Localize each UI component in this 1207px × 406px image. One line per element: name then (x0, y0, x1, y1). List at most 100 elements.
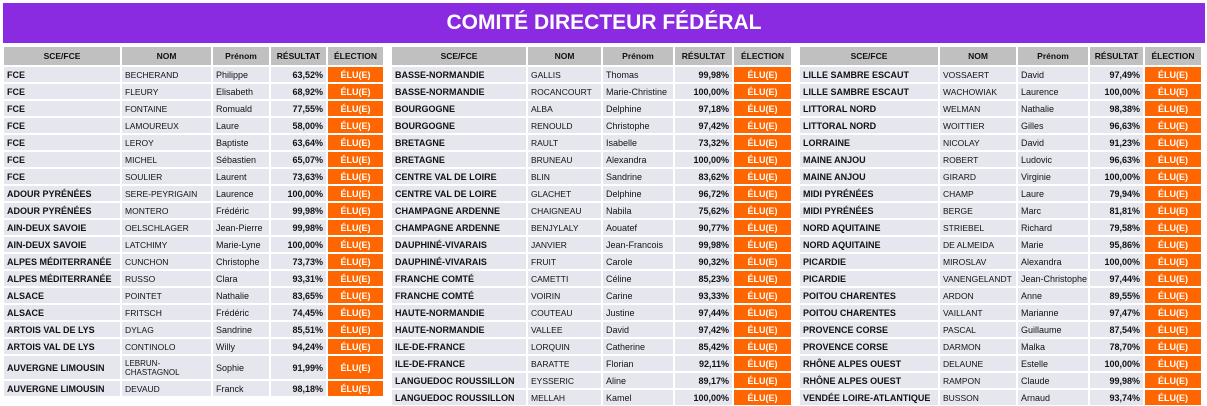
election-badge: ÉLU(E) (1144, 355, 1202, 372)
nom-cell: RENOULD (527, 117, 602, 134)
table-row: FCE LAMOUREUX Laure 58,00% ÉLU(E) (3, 117, 384, 134)
table-row: FCE LEROY Baptiste 63,64% ÉLU(E) (3, 134, 384, 151)
election-badge: ÉLU(E) (327, 83, 384, 100)
resultat-cell: 85,51% (270, 321, 327, 338)
election-badge: ÉLU(E) (1144, 117, 1202, 134)
election-badge: ÉLU(E) (1144, 100, 1202, 117)
sce-cell: MAINE ANJOU (799, 151, 939, 168)
table-row: ALSACE FRITSCH Frédéric 74,45% ÉLU(E) (3, 304, 384, 321)
sce-cell: BRETAGNE (391, 151, 527, 168)
resultat-cell: 95,86% (1089, 236, 1144, 253)
table-row: LORRAINE NICOLAY David 91,23% ÉLU(E) (799, 134, 1202, 151)
sce-cell: AIN-DEUX SAVOIE (3, 236, 121, 253)
resultat-cell: 90,32% (674, 253, 733, 270)
resultat-cell: 99,98% (270, 219, 327, 236)
prenom-cell: Laure (1017, 185, 1089, 202)
election-badge: ÉLU(E) (327, 321, 384, 338)
resultat-cell: 94,24% (270, 338, 327, 355)
election-badge: ÉLU(E) (1144, 287, 1202, 304)
table-row: PICARDIE VANENGELANDT Jean-Christophe 97,44… (799, 270, 1202, 287)
header-election: ÉLECTION (1144, 46, 1202, 66)
table-row: BOURGOGNE ALBA Delphine 97,18% ÉLU(E) (391, 100, 792, 117)
prenom-cell: Aouatef (602, 219, 674, 236)
prenom-cell: Gilles (1017, 117, 1089, 134)
nom-cell: VANENGELANDT (939, 270, 1017, 287)
header-nom: NOM (121, 46, 212, 66)
table-header: SCE/FCE NOM Prénom RÉSULTAT ÉLECTION (3, 46, 384, 66)
prenom-cell: Thomas (602, 66, 674, 83)
sce-cell: BASSE-NORMANDIE (391, 83, 527, 100)
resultat-cell: 96,63% (1089, 117, 1144, 134)
election-badge: ÉLU(E) (733, 236, 792, 253)
sce-cell: FRANCHE COMTÉ (391, 287, 527, 304)
prenom-cell: Romuald (212, 100, 270, 117)
table-row: LANGUEDOC ROUSSILLON EYSSERIC Aline 89,17% É… (391, 372, 792, 389)
table-row: RHÔNE ALPES OUEST RAMPON Claude 99,98% ÉLU(E… (799, 372, 1202, 389)
table-row: MIDI PYRÉNÉES BERGE Marc 81,81% ÉLU(E) (799, 202, 1202, 219)
prenom-cell: David (1017, 66, 1089, 83)
table-row: ALPES MÉDITERRANÉE CUNCHON Christophe 73,73… (3, 253, 384, 270)
sce-cell: ILE-DE-FRANCE (391, 355, 527, 372)
table-row: NORD AQUITAINE STRIEBEL Richard 79,58% ÉLU(E… (799, 219, 1202, 236)
prenom-cell: Delphine (602, 185, 674, 202)
table-row: CHAMPAGNE ARDENNE BENJYLALY Aouatef 90,77% É… (391, 219, 792, 236)
sce-cell: HAUTE-NORMANDIE (391, 321, 527, 338)
sce-cell: POITOU CHARENTES (799, 304, 939, 321)
election-badge: ÉLU(E) (327, 253, 384, 270)
prenom-cell: Sandrine (602, 168, 674, 185)
header-nom: NOM (939, 46, 1017, 66)
nom-cell: WACHOWIAK (939, 83, 1017, 100)
table-row: AUVERGNE LIMOUSIN LEBRUN-CHASTAGNOL Sophie… (3, 355, 384, 380)
election-badge: ÉLU(E) (1144, 338, 1202, 355)
results-table-2: SCE/FCE NOM Prénom RÉSULTAT ÉLECTION BASSE-NO… (391, 46, 792, 406)
resultat-cell: 99,98% (674, 66, 733, 83)
table-row: FCE FONTAINE Romuald 77,55% ÉLU(E) (3, 100, 384, 117)
election-badge: ÉLU(E) (327, 270, 384, 287)
nom-cell: VAILLANT (939, 304, 1017, 321)
prenom-cell: Marie (1017, 236, 1089, 253)
table-row: BRETAGNE BRUNEAU Alexandra 100,00% ÉLU(E) (391, 151, 792, 168)
table-row: ALSACE POINTET Nathalie 83,65% ÉLU(E) (3, 287, 384, 304)
table-row: CENTRE VAL DE LOIRE BLIN Sandrine 83,62% ÉLU… (391, 168, 792, 185)
sce-cell: ARTOIS VAL DE LYS (3, 338, 121, 355)
resultat-cell: 73,32% (674, 134, 733, 151)
nom-cell: SOULIER (121, 168, 212, 185)
nom-cell: BECHERAND (121, 66, 212, 83)
resultat-cell: 73,63% (270, 168, 327, 185)
resultat-cell: 58,00% (270, 117, 327, 134)
table-row: CENTRE VAL DE LOIRE GLACHET Delphine 96,72%… (391, 185, 792, 202)
prenom-cell: Philippe (212, 66, 270, 83)
nom-cell: LEBRUN-CHASTAGNOL (121, 355, 212, 380)
prenom-cell: Richard (1017, 219, 1089, 236)
resultat-cell: 93,74% (1089, 389, 1144, 406)
nom-cell: MIROSLAV (939, 253, 1017, 270)
election-badge: ÉLU(E) (1144, 304, 1202, 321)
resultat-cell: 97,42% (674, 321, 733, 338)
election-badge: ÉLU(E) (733, 100, 792, 117)
prenom-cell: Marianne (1017, 304, 1089, 321)
nom-cell: GALLIS (527, 66, 602, 83)
nom-cell: DYLAG (121, 321, 212, 338)
nom-cell: BENJYLALY (527, 219, 602, 236)
election-badge: ÉLU(E) (733, 202, 792, 219)
nom-cell: LEROY (121, 134, 212, 151)
resultat-cell: 63,52% (270, 66, 327, 83)
table-row: LILLE SAMBRE ESCAUT WACHOWIAK Laurence 100,… (799, 83, 1202, 100)
resultat-cell: 97,44% (674, 304, 733, 321)
prenom-cell: Nathalie (1017, 100, 1089, 117)
table-row: AUVERGNE LIMOUSIN DEVAUD Franck 98,18% ÉLU(E… (3, 380, 384, 397)
nom-cell: MELLAH (527, 389, 602, 406)
table-row: ADOUR PYRÉNÉES MONTERO Frédéric 99,98% ÉLU(E… (3, 202, 384, 219)
prenom-cell: Jean-Pierre (212, 219, 270, 236)
nom-cell: SERE-PEYRIGAIN (121, 185, 212, 202)
header-election: ÉLECTION (733, 46, 792, 66)
table-row: DAUPHINÉ-VIVARAIS FRUIT Carole 90,32% ÉLU(E) (391, 253, 792, 270)
election-badge: ÉLU(E) (733, 185, 792, 202)
prenom-cell: Franck (212, 380, 270, 397)
sce-cell: RHÔNE ALPES OUEST (799, 372, 939, 389)
nom-cell: CAMETTI (527, 270, 602, 287)
prenom-cell: Willy (212, 338, 270, 355)
nom-cell: VOSSAERT (939, 66, 1017, 83)
sce-cell: LANGUEDOC ROUSSILLON (391, 389, 527, 406)
nom-cell: RAMPON (939, 372, 1017, 389)
